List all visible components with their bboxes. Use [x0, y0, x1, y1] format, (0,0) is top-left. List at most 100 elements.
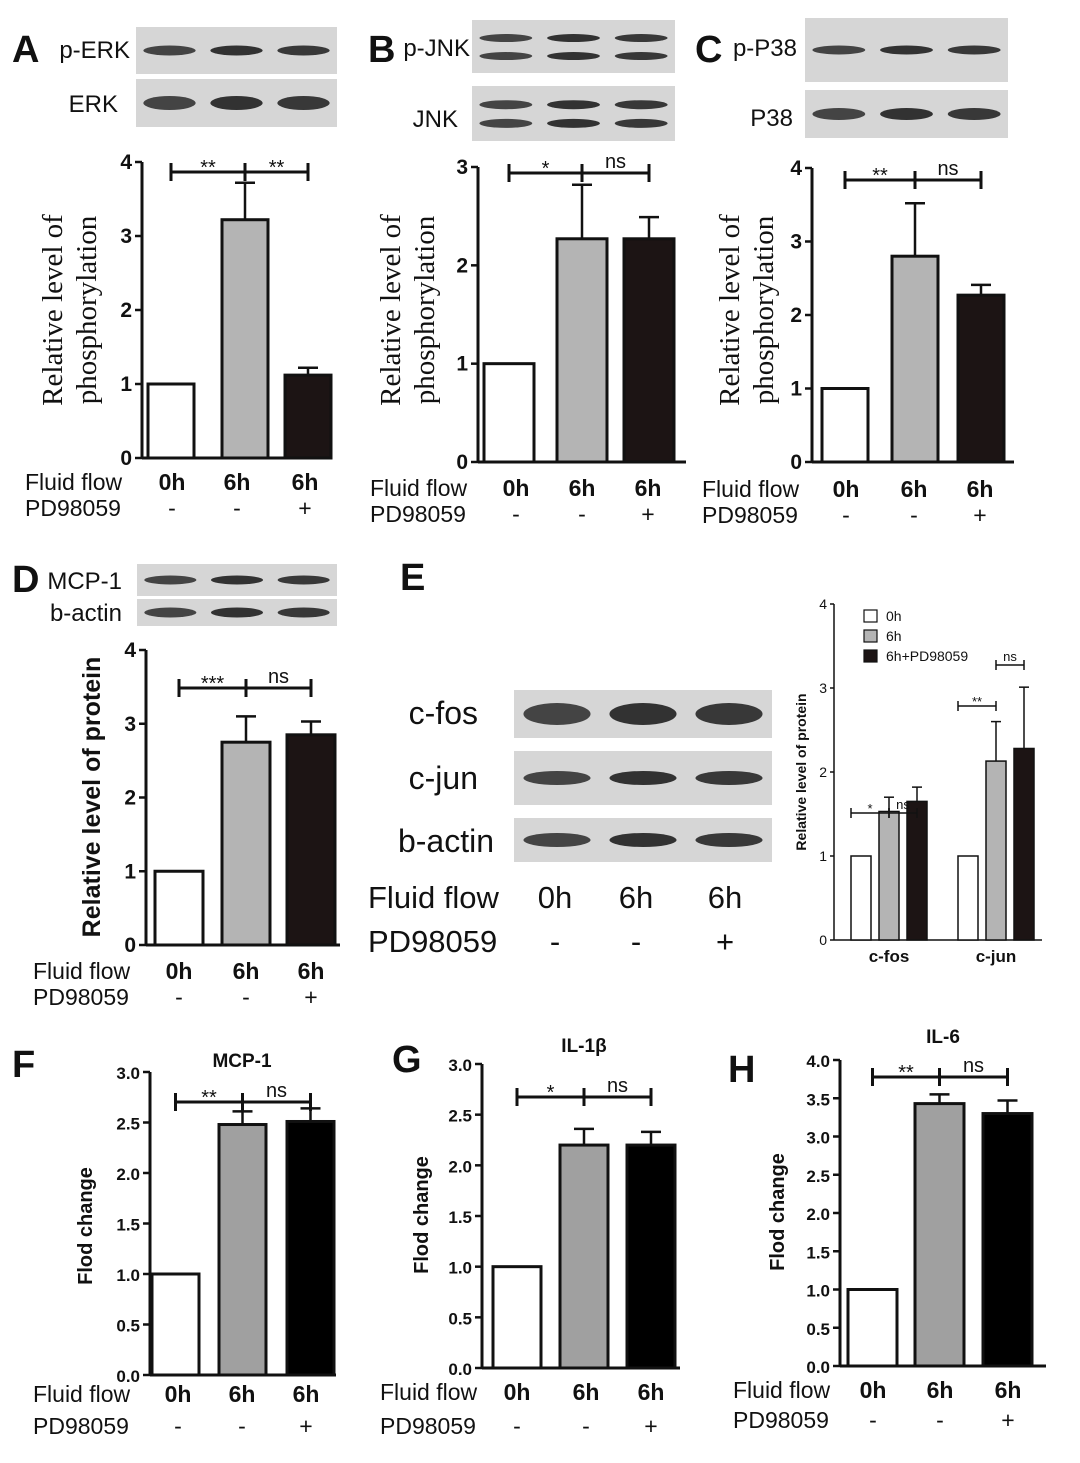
bar-group — [482, 362, 536, 464]
blot-band — [614, 52, 668, 61]
blot-band — [547, 52, 600, 61]
condition-label: PD98059 — [702, 502, 798, 528]
condition-table: Fluid flow 0h 6h 6h PD98059 - - + — [33, 1381, 319, 1439]
blot-label: ERK — [69, 91, 118, 118]
blot-background — [472, 86, 675, 141]
legend-swatch — [863, 649, 878, 663]
significance-brackets: ** ns — [871, 1055, 1009, 1086]
bar-group — [850, 855, 872, 941]
condition-value: 6h — [573, 1379, 600, 1405]
significance-bracket: ** — [843, 165, 917, 189]
condition-value: 6h — [569, 475, 596, 501]
condition-value: 6h — [967, 476, 994, 502]
y-tick-label: 1.0 — [448, 1259, 472, 1278]
condition-value: 0h — [860, 1377, 887, 1403]
western-blot-p38: P38 — [750, 90, 1008, 138]
significance-label: ns — [607, 1075, 628, 1097]
condition-value: 6h — [224, 469, 251, 495]
y-tick-label: 2.5 — [448, 1107, 472, 1126]
condition-value: 6h — [638, 1379, 665, 1405]
y-tick-label: 0.0 — [806, 1358, 830, 1377]
significance-label: ** — [201, 1087, 217, 1109]
bar-group — [285, 1107, 336, 1377]
condition-table: Fluid flow 0h 6h 6h PD98059 - - + — [370, 475, 661, 527]
western-blot-c-fos: c-fos — [409, 690, 772, 738]
blot-band — [277, 96, 330, 110]
panel-letter: C — [695, 29, 722, 71]
significance-brackets: * ns ** ns — [850, 649, 1025, 818]
bar — [985, 760, 1007, 941]
bar-group — [846, 1288, 899, 1368]
y-tick-label: 3.0 — [806, 1129, 830, 1148]
blot-band — [523, 703, 591, 725]
panel-letter: E — [400, 557, 425, 599]
y-axis-label-line: Flod change — [411, 1156, 433, 1274]
significance-label: ** — [269, 157, 285, 179]
condition-label: Fluid flow — [380, 1379, 478, 1405]
bar — [150, 1272, 201, 1377]
y-tick-label: 0.5 — [116, 1317, 140, 1336]
significance-brackets: * ns — [507, 151, 651, 182]
significance-bracket: ns — [244, 666, 313, 697]
y-axis-label: Relative level of protein — [793, 693, 809, 850]
y-tick-label: 3.0 — [448, 1056, 472, 1075]
condition-value: + — [644, 1413, 657, 1439]
bar — [625, 1143, 677, 1370]
blot-label: p-ERK — [59, 37, 130, 64]
y-tick-label: 1 — [456, 353, 468, 376]
legend-swatch — [863, 609, 878, 623]
condition-label: Fluid flow — [702, 476, 800, 502]
y-tick-label: 2.0 — [448, 1157, 472, 1176]
significance-label: ns — [963, 1055, 984, 1077]
blot-band — [143, 96, 196, 110]
blot-label: b-actin — [398, 823, 494, 859]
y-tick-label: 1.0 — [806, 1282, 830, 1301]
y-tick-label: 0 — [120, 447, 132, 470]
condition-value: 6h — [995, 1377, 1022, 1403]
legend-item: 6h — [863, 628, 902, 644]
y-axis-label-line: Flod change — [75, 1167, 97, 1285]
y-axis-label: Flod change — [75, 1167, 97, 1285]
bar — [878, 810, 900, 941]
blot-band — [479, 100, 533, 110]
y-tick-label: 2.0 — [806, 1205, 830, 1224]
condition-value: - — [910, 502, 918, 528]
condition-value: 6h — [927, 1377, 954, 1403]
significance-bracket: ns — [938, 1055, 1009, 1086]
blot-band — [609, 703, 677, 725]
blot-band — [211, 575, 263, 585]
bar-group — [625, 1130, 677, 1370]
panel-g: G IL-1β 0.0 0.5 1.0 1.5 2.0 2.5 3.0 Flod change * n… — [380, 1036, 680, 1439]
condition-value: 0h — [165, 1381, 192, 1407]
panel-letter: F — [12, 1044, 35, 1086]
y-tick-label: 3 — [790, 231, 802, 254]
y-tick-label: 1.0 — [116, 1266, 140, 1285]
x-tick-label: c-jun — [976, 947, 1017, 966]
y-axis-label-line: Relative level of protein — [793, 693, 809, 850]
chart-title: IL-6 — [926, 1027, 960, 1048]
y-tick-label: 0 — [456, 451, 468, 474]
condition-label: PD98059 — [368, 924, 497, 959]
significance-bracket: ** — [243, 157, 310, 181]
condition-value: + — [304, 984, 317, 1010]
western-blot-jnk: JNK — [413, 86, 675, 141]
blot-band — [614, 100, 668, 110]
y-tick-label: 3 — [120, 225, 132, 248]
bars — [150, 1107, 336, 1377]
condition-value: 0h — [833, 476, 860, 502]
y-tick-label: 2 — [819, 764, 827, 780]
y-tick-label: 1.5 — [116, 1216, 140, 1235]
significance-label: ns — [268, 666, 289, 688]
condition-value: 6h — [619, 880, 653, 915]
legend-label: 0h — [886, 608, 902, 624]
y-tick-label: 1.5 — [448, 1208, 472, 1227]
bar-group — [217, 1110, 268, 1377]
western-blot-mcp-1: MCP-1 — [47, 564, 337, 596]
condition-value: - — [512, 501, 520, 527]
legend-label: 6h+PD98059 — [886, 648, 968, 664]
bar-group — [878, 796, 900, 941]
y-tick-label: 2.0 — [116, 1165, 140, 1184]
condition-value: 6h — [293, 1381, 320, 1407]
bar-group — [890, 202, 940, 464]
